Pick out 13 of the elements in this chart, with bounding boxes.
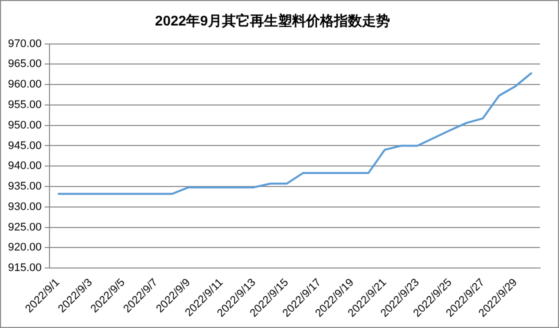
y-tick-label: 955.00 bbox=[8, 98, 42, 111]
y-tick-label: 950.00 bbox=[8, 119, 42, 132]
y-tick-label: 925.00 bbox=[8, 221, 42, 234]
y-tick-label: 970.00 bbox=[8, 38, 42, 50]
y-tick-label: 915.00 bbox=[8, 262, 42, 274]
y-tick-label: 935.00 bbox=[8, 180, 42, 193]
y-tick-label: 965.00 bbox=[8, 58, 42, 70]
y-tick-label: 960.00 bbox=[8, 78, 42, 91]
chart-title: 2022年9月其它再生塑料价格指数走势 bbox=[155, 12, 390, 28]
y-tick-label: 920.00 bbox=[8, 242, 42, 254]
y-tick-label: 945.00 bbox=[8, 140, 42, 152]
y-tick-label: 940.00 bbox=[8, 160, 42, 172]
y-tick-label: 930.00 bbox=[8, 200, 42, 213]
